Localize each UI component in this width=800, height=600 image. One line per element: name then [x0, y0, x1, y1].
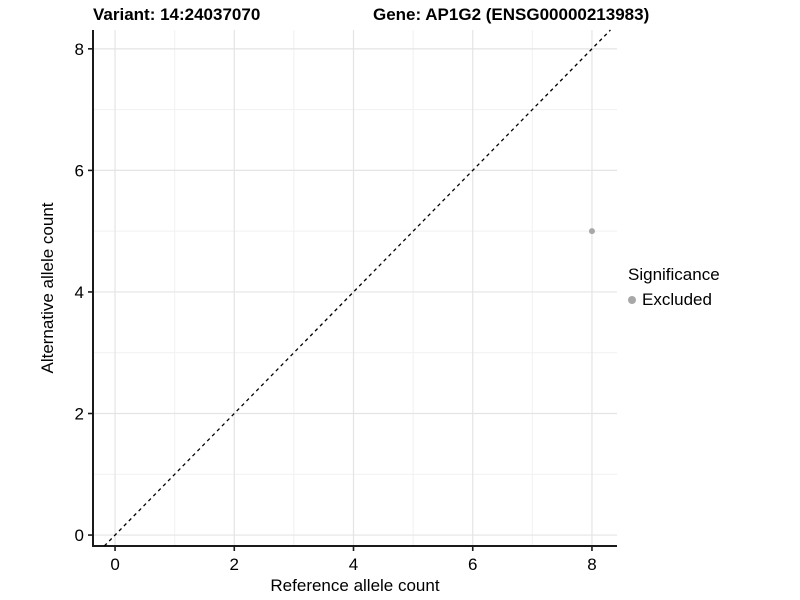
legend-title: Significance: [628, 265, 720, 284]
x-tick-label: 8: [587, 555, 596, 574]
data-point: [588, 228, 595, 235]
plot-title-variant: Variant: 14:24037070: [93, 5, 261, 24]
x-axis-title: Reference allele count: [270, 576, 440, 595]
x-tick-label: 4: [349, 555, 358, 574]
y-tick-label: 8: [75, 40, 84, 59]
y-tick-label: 2: [75, 405, 84, 424]
x-tick-label: 0: [110, 555, 119, 574]
x-tick-label: 6: [468, 555, 477, 574]
y-tick-label: 6: [75, 161, 84, 180]
identity-dashed-line: [103, 29, 611, 547]
legend-marker-circle-icon: [628, 296, 636, 304]
y-tick-label: 0: [75, 526, 84, 545]
y-axis-title: Alternative allele count: [38, 202, 57, 374]
legend-item-excluded: Excluded: [628, 290, 720, 310]
y-tick-label: 4: [75, 283, 84, 302]
plot-title-gene: Gene: AP1G2 (ENSG00000213983): [373, 5, 650, 24]
legend-item-label: Excluded: [642, 290, 712, 309]
x-tick-label: 2: [230, 555, 239, 574]
legend: Significance Excluded: [628, 265, 720, 310]
